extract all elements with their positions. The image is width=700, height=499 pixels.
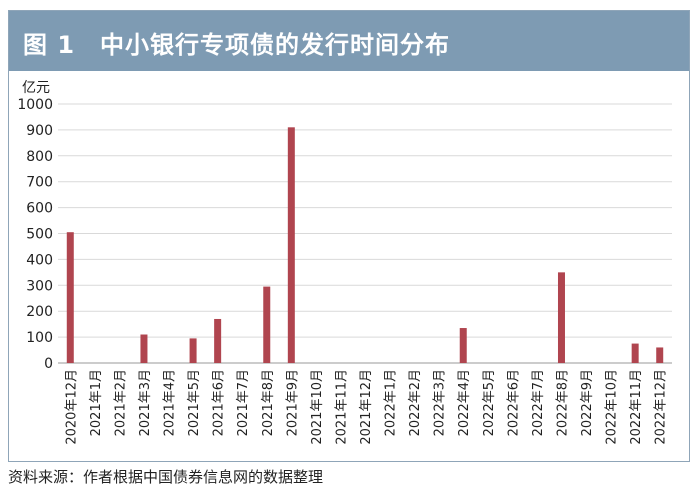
bar (557, 272, 565, 363)
bars (66, 127, 664, 363)
source-note: 资料来源：作者根据中国债券信息网的数据整理 (8, 468, 324, 486)
x-tick-label: 2021年10月 (310, 369, 325, 445)
x-tick-label: 2021年9月 (285, 369, 300, 436)
x-tick-label: 2022年7月 (531, 369, 546, 436)
y-tick-label: 200 (26, 304, 53, 320)
bar (140, 334, 148, 363)
x-tick-label: 2021年1月 (89, 369, 104, 436)
x-tick-label: 2021年4月 (163, 369, 178, 436)
x-tick-label: 2020年12月 (64, 369, 79, 445)
x-tick-label: 2022年11月 (629, 369, 644, 445)
x-tick-label: 2022年12月 (654, 369, 669, 445)
bar (656, 347, 664, 363)
x-tick-label: 2021年3月 (138, 369, 153, 436)
y-tick-label: 400 (26, 252, 53, 268)
x-tick-label: 2021年6月 (212, 369, 227, 436)
x-tick-label: 2021年8月 (261, 369, 276, 436)
x-tick-labels: 2020年12月 2021年1月 2021年2月 2021年3月 2021年4月 2021… (64, 369, 668, 445)
x-tick-label: 2022年9月 (580, 369, 595, 436)
x-tick-label: 2021年11月 (334, 369, 349, 445)
bar (459, 328, 467, 363)
bar (214, 318, 222, 363)
x-tick-label: 2022年6月 (506, 369, 521, 436)
bar (631, 343, 639, 363)
bar (287, 127, 295, 363)
x-tick-label: 2021年12月 (359, 369, 374, 445)
y-tick-label: 500 (26, 227, 53, 243)
x-tick-label: 2022年5月 (482, 369, 497, 436)
y-tick-label: 900 (26, 123, 53, 139)
y-tick-label: 1000 (17, 97, 53, 113)
x-tick-label: 2022年3月 (433, 369, 448, 436)
grid-lines (58, 103, 672, 364)
x-tick-label: 2021年2月 (113, 369, 128, 436)
y-tick-label: 700 (26, 175, 53, 191)
y-tick-label: 0 (44, 356, 53, 372)
y-tick-label: 800 (26, 149, 53, 165)
title-bar: 图 1 中小银行专项债的发行时间分布 (9, 11, 689, 71)
bar (263, 286, 271, 363)
bar (66, 232, 74, 363)
x-tick-label: 2022年10月 (605, 369, 620, 445)
x-tick-label: 2022年2月 (408, 369, 423, 436)
chart-title: 图 1 中小银行专项债的发行时间分布 (23, 31, 451, 59)
y-tick-label: 300 (26, 278, 53, 294)
y-tick-label: 600 (26, 201, 53, 217)
y-axis-label: 亿元 (22, 80, 50, 96)
y-tick-labels: 0 100 200 300 400 500 600 700 800 900 1000 (17, 97, 53, 372)
bar (189, 338, 197, 363)
chart-panel: 图 1 中小银行专项债的发行时间分布 (8, 10, 690, 462)
y-tick-label: 100 (26, 330, 53, 346)
x-tick-label: 2022年4月 (457, 369, 472, 436)
x-tick-label: 2021年5月 (187, 369, 202, 436)
x-tick-label: 2022年8月 (555, 369, 570, 436)
x-tick-label: 2022年1月 (384, 369, 399, 436)
x-tick-label: 2021年7月 (236, 369, 251, 436)
